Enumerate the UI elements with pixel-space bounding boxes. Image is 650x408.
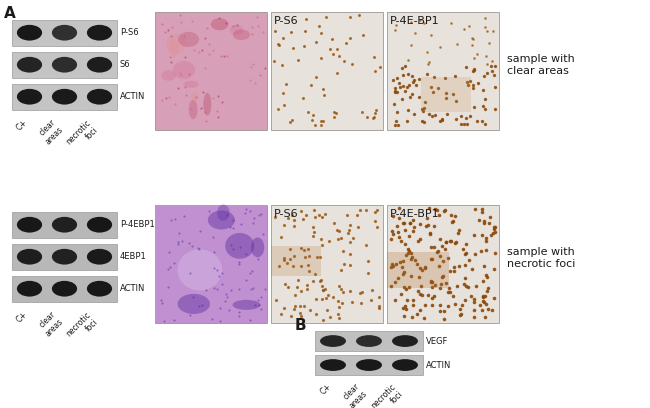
Bar bbox=[12, 51, 117, 78]
Ellipse shape bbox=[320, 335, 346, 347]
Bar bbox=[155, 205, 267, 323]
Bar bbox=[12, 275, 117, 302]
Bar bbox=[155, 12, 267, 130]
Text: clear
areas: clear areas bbox=[36, 310, 64, 339]
Ellipse shape bbox=[233, 300, 261, 310]
Text: sample with
clear areas: sample with clear areas bbox=[507, 54, 575, 76]
Ellipse shape bbox=[87, 57, 112, 73]
Bar bbox=[271, 246, 321, 276]
Ellipse shape bbox=[173, 61, 195, 79]
Ellipse shape bbox=[52, 281, 77, 297]
Ellipse shape bbox=[392, 335, 418, 347]
Ellipse shape bbox=[87, 89, 112, 104]
Ellipse shape bbox=[251, 237, 265, 257]
Text: P-4E-BP1: P-4E-BP1 bbox=[390, 209, 439, 219]
Ellipse shape bbox=[17, 249, 42, 265]
Ellipse shape bbox=[161, 70, 176, 81]
Ellipse shape bbox=[356, 359, 382, 371]
Text: C+: C+ bbox=[318, 382, 333, 397]
Ellipse shape bbox=[392, 359, 418, 371]
Ellipse shape bbox=[225, 233, 254, 259]
Text: P-S6: P-S6 bbox=[274, 209, 298, 219]
Ellipse shape bbox=[203, 93, 211, 115]
Text: clear
areas: clear areas bbox=[36, 118, 64, 147]
Ellipse shape bbox=[52, 57, 77, 73]
Bar bbox=[387, 205, 499, 323]
Ellipse shape bbox=[87, 281, 112, 297]
Text: ACTIN: ACTIN bbox=[120, 284, 146, 293]
Ellipse shape bbox=[320, 359, 346, 371]
Bar bbox=[12, 20, 117, 46]
Text: P-S6: P-S6 bbox=[120, 28, 138, 37]
Bar bbox=[315, 355, 423, 375]
Ellipse shape bbox=[52, 249, 77, 265]
Ellipse shape bbox=[52, 89, 77, 104]
Text: ACTIN: ACTIN bbox=[426, 361, 451, 370]
Ellipse shape bbox=[208, 211, 235, 230]
Ellipse shape bbox=[17, 57, 42, 73]
Ellipse shape bbox=[17, 281, 42, 297]
Bar bbox=[271, 12, 383, 130]
Bar bbox=[271, 205, 383, 323]
Text: B: B bbox=[295, 318, 307, 333]
Bar bbox=[421, 77, 471, 112]
Text: C+: C+ bbox=[15, 310, 29, 325]
Bar bbox=[387, 252, 448, 288]
Ellipse shape bbox=[177, 249, 222, 290]
Ellipse shape bbox=[230, 25, 243, 35]
Ellipse shape bbox=[87, 249, 112, 265]
Text: necrotic
foci: necrotic foci bbox=[64, 118, 99, 153]
Bar bbox=[12, 84, 117, 110]
Text: A: A bbox=[4, 6, 16, 21]
Ellipse shape bbox=[52, 217, 77, 233]
Text: P-4EBP1: P-4EBP1 bbox=[120, 220, 155, 229]
Bar bbox=[155, 205, 267, 323]
Ellipse shape bbox=[192, 91, 199, 102]
Bar bbox=[315, 331, 423, 351]
Ellipse shape bbox=[166, 33, 185, 55]
Bar bbox=[12, 244, 117, 270]
Ellipse shape bbox=[177, 294, 210, 314]
Text: clear
areas: clear areas bbox=[340, 382, 369, 408]
Ellipse shape bbox=[178, 32, 199, 47]
Bar bbox=[12, 212, 117, 238]
Text: necrotic
foci: necrotic foci bbox=[369, 382, 405, 408]
Text: P-S6: P-S6 bbox=[274, 16, 298, 26]
Text: P-4E-BP1: P-4E-BP1 bbox=[390, 16, 439, 26]
Text: ACTIN: ACTIN bbox=[120, 92, 146, 101]
Ellipse shape bbox=[17, 25, 42, 40]
Ellipse shape bbox=[183, 81, 199, 88]
Text: necrotic
foci: necrotic foci bbox=[64, 310, 99, 346]
Bar bbox=[387, 12, 499, 130]
Ellipse shape bbox=[188, 100, 198, 119]
Text: VEGF: VEGF bbox=[426, 337, 448, 346]
Ellipse shape bbox=[17, 89, 42, 104]
Ellipse shape bbox=[52, 25, 77, 40]
Text: C+: C+ bbox=[15, 118, 29, 133]
Text: S6: S6 bbox=[120, 60, 131, 69]
Ellipse shape bbox=[217, 204, 229, 221]
Text: sample with
necrotic foci: sample with necrotic foci bbox=[507, 247, 575, 269]
Ellipse shape bbox=[87, 25, 112, 40]
Ellipse shape bbox=[87, 217, 112, 233]
Ellipse shape bbox=[211, 18, 229, 30]
Ellipse shape bbox=[233, 29, 250, 40]
Ellipse shape bbox=[169, 39, 178, 58]
Ellipse shape bbox=[356, 335, 382, 347]
Ellipse shape bbox=[17, 217, 42, 233]
Text: 4EBP1: 4EBP1 bbox=[120, 252, 147, 261]
